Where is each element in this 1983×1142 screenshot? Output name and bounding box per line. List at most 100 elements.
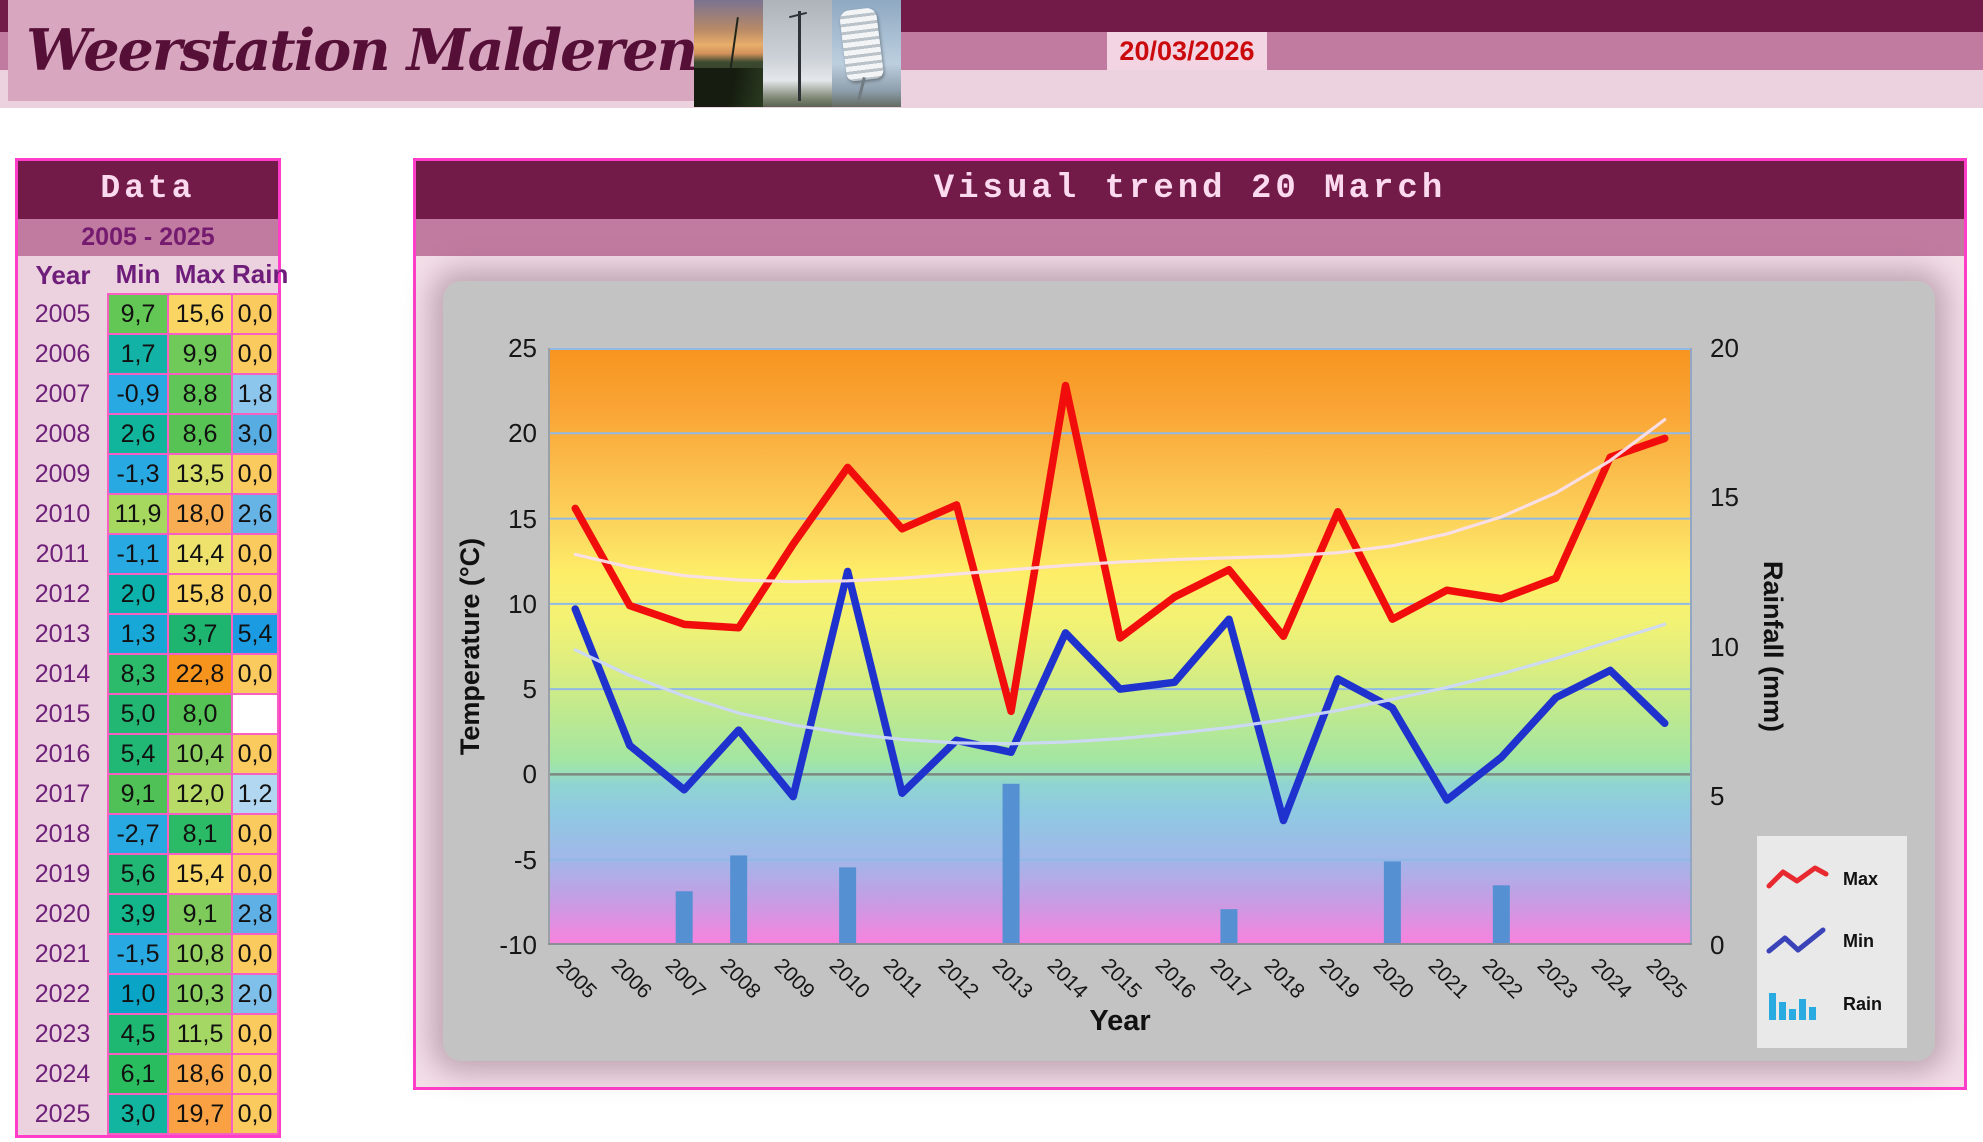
max-value-cell: 15,6 [167, 293, 233, 335]
year-cell: 2017 [18, 774, 108, 814]
legend-label-min: Min [1843, 931, 1874, 952]
year-cell: 2015 [18, 694, 108, 734]
year-cell: 2023 [18, 1014, 108, 1054]
rain-value-cell: 0,0 [231, 933, 279, 975]
max-value-cell: 19,7 [167, 1093, 233, 1135]
rain-value-cell: 0,0 [231, 293, 279, 335]
max-value-cell: 8,1 [167, 813, 233, 855]
chart-panel: Visual trend 20 March [413, 158, 1967, 1090]
max-value-cell: 15,4 [167, 853, 233, 895]
min-value-cell: -2,7 [107, 813, 169, 855]
min-value-cell: 2,6 [107, 413, 169, 455]
x-axis-year-label: 2014 [1042, 954, 1092, 1004]
current-date-badge: 20/03/2026 [1107, 32, 1267, 70]
legend-item-rain: Rain [1765, 988, 1899, 1022]
site-banner: Weerstation Malderen [8, 0, 698, 101]
table-row: 2018 -2,7 8,1 0,0 [18, 813, 279, 855]
table-row: 2006 1,7 9,9 0,0 [18, 333, 279, 375]
chart-title-subband [416, 219, 1964, 256]
year-cell: 2019 [18, 854, 108, 894]
table-row: 2010 11,9 18,0 2,6 [18, 493, 279, 535]
rain-value-cell: 0,0 [231, 813, 279, 855]
x-axis-year-label: 2011 [878, 954, 928, 1003]
year-cell: 2025 [18, 1094, 108, 1134]
max-value-cell: 10,3 [167, 973, 233, 1015]
table-row: 2022 1,0 10,3 2,0 [18, 973, 279, 1015]
rain-value-cell [231, 693, 279, 735]
x-axis-year-label: 2008 [715, 954, 765, 1004]
max-value-cell: 3,7 [167, 613, 233, 655]
rain-value-cell: 0,0 [231, 533, 279, 575]
current-date: 20/03/2026 [1119, 35, 1255, 66]
x-axis-year-label: 2024 [1587, 954, 1637, 1004]
year-cell: 2006 [18, 334, 108, 374]
site-title: Weerstation Malderen [26, 17, 698, 84]
rain-bars [675, 783, 1510, 945]
left-axis-tick: -5 [513, 844, 537, 875]
year-cell: 2007 [18, 374, 108, 414]
x-axis-year-label: 2017 [1205, 954, 1255, 1004]
table-row: 2016 5,4 10,4 0,0 [18, 733, 279, 775]
year-cell: 2012 [18, 574, 108, 614]
rain-value-cell: 1,8 [231, 373, 279, 415]
data-table-body: 2005 9,7 15,6 0,0 2006 1,7 9,9 0,0 2007 -0,9 8,8 1,… [18, 293, 279, 1135]
min-value-cell: -1,1 [107, 533, 169, 575]
table-row: 2009 -1,3 13,5 0,0 [18, 453, 279, 495]
table-row: 2011 -1,1 14,4 0,0 [18, 533, 279, 575]
max-value-cell: 9,1 [167, 893, 233, 935]
min-value-cell: -0,9 [107, 373, 169, 415]
rain-value-cell: 2,0 [231, 973, 279, 1015]
table-row: 2008 2,6 8,6 3,0 [18, 413, 279, 455]
min-value-cell: 9,7 [107, 293, 169, 335]
max-value-cell: 9,9 [167, 333, 233, 375]
min-value-cell: 2,0 [107, 573, 169, 615]
rain-value-cell: 0,0 [231, 1013, 279, 1055]
max-value-cell: 14,4 [167, 533, 233, 575]
legend-item-max: Max [1765, 862, 1899, 896]
x-axis-year-label: 2006 [606, 954, 656, 1004]
plot-gradient-background [548, 348, 1692, 945]
min-value-cell: 11,9 [107, 493, 169, 535]
column-header-rain: Rain [232, 256, 288, 294]
left-axis-tick: 25 [508, 333, 537, 363]
table-row: 2025 3,0 19,7 0,0 [18, 1093, 279, 1135]
min-value-cell: 3,0 [107, 1093, 169, 1135]
chart-canvas: Temperature (°C) Rainfall (mm) Year Max [443, 281, 1935, 1061]
x-axis-year-label: 2025 [1641, 954, 1691, 1004]
left-axis-tick: 15 [508, 503, 537, 534]
table-row: 2019 5,6 15,4 0,0 [18, 853, 279, 895]
rain-value-cell: 0,0 [231, 653, 279, 695]
data-panel-title: Data [18, 161, 278, 219]
left-axis-tick: 10 [508, 588, 537, 619]
min-value-cell: 5,4 [107, 733, 169, 775]
max-line-icon [1766, 865, 1829, 889]
rain-value-cell: 5,4 [231, 613, 279, 655]
header-photo-strip [694, 0, 901, 107]
rain-value-cell: 0,0 [231, 333, 279, 375]
right-axis-tick: 5 [1710, 780, 1725, 811]
max-value-cell: 8,8 [167, 373, 233, 415]
year-cell: 2010 [18, 494, 108, 534]
data-panel: Data 2005 - 2025 Year Min Max Rain 2005 9… [15, 158, 288, 1138]
min-value-cell: 1,7 [107, 333, 169, 375]
max-value-cell: 13,5 [167, 453, 233, 495]
x-axis-year-label: 2013 [987, 954, 1038, 1004]
chart-title: Visual trend 20 March [416, 161, 1964, 219]
min-value-cell: 5,6 [107, 853, 169, 895]
year-cell: 2022 [18, 974, 108, 1014]
right-axis-tick: 15 [1710, 482, 1739, 513]
left-axis-tick: -10 [499, 930, 537, 960]
max-value-cell: 8,6 [167, 413, 233, 455]
x-axis-year-label: 2015 [1096, 954, 1147, 1004]
year-cell: 2011 [18, 534, 108, 574]
column-header-min: Min [108, 256, 168, 294]
table-row: 2017 9,1 12,0 1,2 [18, 773, 279, 815]
measurement-mast-photo [763, 0, 832, 107]
rain-value-cell: 3,0 [231, 413, 279, 455]
table-row: 2015 5,0 8,0 [18, 693, 279, 735]
year-cell: 2018 [18, 814, 108, 854]
x-axis-year-label: 2018 [1260, 954, 1310, 1004]
x-axis-year-label: 2009 [769, 954, 820, 1004]
trend-plot [548, 348, 1692, 945]
